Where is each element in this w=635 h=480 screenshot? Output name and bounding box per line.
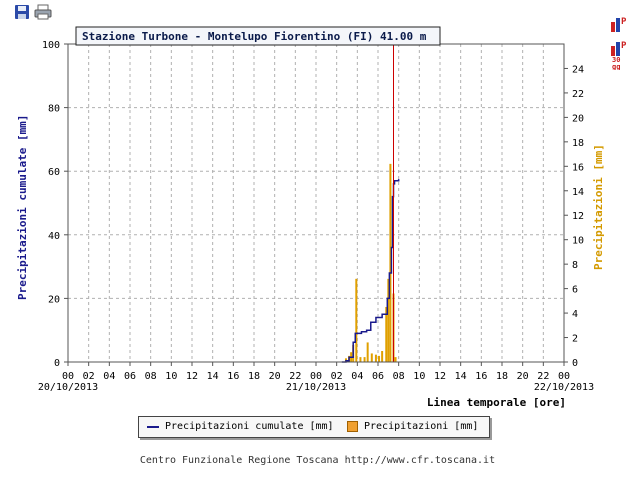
- x-date-label: 21/10/2013: [286, 382, 346, 393]
- rain-bar: [387, 278, 390, 362]
- y-right-tick-label: 10: [572, 236, 584, 247]
- x-tick-label: 10: [413, 371, 425, 382]
- y-left-tick-label: 40: [48, 231, 60, 242]
- x-tick-label: 06: [372, 371, 384, 382]
- x-tick-label: 08: [145, 371, 157, 382]
- bar-chart-p-30gg-icon[interactable]: P 30 gg: [609, 38, 629, 71]
- x-tick-label: 04: [351, 371, 363, 382]
- legend-item-rain: Precipitazioni [mm]: [347, 421, 478, 432]
- chart-title: Stazione Turbone - Montelupo Fiorentino …: [82, 30, 427, 43]
- x-tick-label: 00: [310, 371, 322, 382]
- legend-cumulative-label: Precipitazioni cumulate [mm]: [165, 421, 334, 432]
- x-axis-label: Linea temporale [ore]: [427, 396, 566, 409]
- x-tick-label: 16: [475, 371, 487, 382]
- x-tick-label: 22: [537, 371, 549, 382]
- svg-text:P: P: [621, 41, 627, 51]
- x-tick-label: 18: [496, 371, 508, 382]
- print-icon[interactable]: [34, 4, 52, 22]
- y-right-tick-label: 12: [572, 211, 584, 222]
- x-tick-label: 20: [517, 371, 529, 382]
- y-right-tick-label: 2: [572, 334, 578, 345]
- legend-rain-label: Precipitazioni [mm]: [364, 421, 479, 432]
- x-tick-label: 08: [393, 371, 405, 382]
- rain-bar: [355, 278, 358, 362]
- legend-bar-swatch: [347, 421, 358, 432]
- svg-text:P: P: [621, 17, 627, 27]
- x-tick-label: 14: [207, 371, 219, 382]
- precipitation-chart: 00 02 04 06 08 10 12 14 16 18 20 22 00 02 04 06 08 10 12 14…: [16, 26, 605, 409]
- y-left-tick-label: 20: [48, 294, 60, 305]
- x-tick-label: 02: [331, 371, 343, 382]
- y-left-tick-label: 60: [48, 167, 60, 178]
- bar-chart-p-icon[interactable]: P: [609, 14, 629, 36]
- y-right-tick-label: 4: [572, 309, 578, 320]
- y-right-tick-label: 24: [572, 64, 584, 75]
- footer-text: Centro Funzionale Regione Toscana http:/…: [139, 455, 496, 466]
- y-left-label: Precipitazioni cumulate [mm]: [16, 115, 29, 300]
- svg-text:30: 30: [612, 56, 620, 64]
- x-tick-label: 04: [103, 371, 115, 382]
- y-right-tick-label: 20: [572, 113, 584, 124]
- rain-bar: [385, 306, 388, 362]
- x-tick-label: 14: [455, 371, 467, 382]
- y-right-tick-label: 16: [572, 162, 584, 173]
- y-right-tick-label: 6: [572, 285, 578, 296]
- x-tick-label: 02: [83, 371, 95, 382]
- y-right-tick-label: 14: [572, 187, 584, 198]
- title-box: [75, 26, 441, 46]
- save-icon[interactable]: [14, 4, 32, 22]
- x-tick-label: 06: [124, 371, 136, 382]
- x-tick-label: 12: [434, 371, 446, 382]
- legend-item-cumulative: Precipitazioni cumulate [mm]: [147, 421, 334, 432]
- y-right-tick-label: 8: [572, 260, 578, 271]
- y-left-tick-label: 0: [54, 358, 60, 369]
- x-tick-label: 20: [269, 371, 281, 382]
- rain-bar: [381, 350, 384, 362]
- y-left-tick-label: 80: [48, 104, 60, 115]
- x-tick-label: 10: [165, 371, 177, 382]
- y-right-tick-label: 22: [572, 89, 584, 100]
- y-right-label: Precipitazioni [mm]: [592, 144, 605, 270]
- svg-text:gg: gg: [612, 63, 620, 70]
- x-date-label: 20/10/2013: [38, 382, 98, 393]
- x-tick-label: 18: [248, 371, 260, 382]
- rain-bar: [389, 163, 392, 362]
- legend-line-swatch: [147, 425, 159, 428]
- x-tick-label: 16: [227, 371, 239, 382]
- rain-bar: [378, 355, 381, 362]
- grid-lines: [68, 44, 564, 362]
- x-tick-label: 00: [558, 371, 570, 382]
- y-right-tick-label: 0: [572, 358, 578, 369]
- x-tick-label: 12: [186, 371, 198, 382]
- rain-bar: [394, 357, 397, 362]
- y-right-tick-label: 18: [572, 138, 584, 149]
- x-tick-label: 00: [62, 371, 74, 382]
- y-left-tick-label: 100: [42, 40, 60, 51]
- rain-bar: [366, 342, 369, 362]
- x-date-label: 22/10/2013: [534, 382, 594, 393]
- rain-bar: [363, 357, 366, 362]
- rain-bar: [374, 354, 377, 362]
- rain-bar: [359, 357, 362, 362]
- x-tick-label: 22: [289, 371, 301, 382]
- chart-legend: Precipitazioni cumulate [mm] Precipitazi…: [138, 416, 490, 438]
- rain-bar: [370, 353, 373, 362]
- y-left-axis-ticks: 0 20 40 60 80 100: [42, 40, 68, 369]
- x-axis-ticks: 00 02 04 06 08 10 12 14 16 18 20 22 00 02 04 06 08 10 12 14…: [38, 362, 594, 393]
